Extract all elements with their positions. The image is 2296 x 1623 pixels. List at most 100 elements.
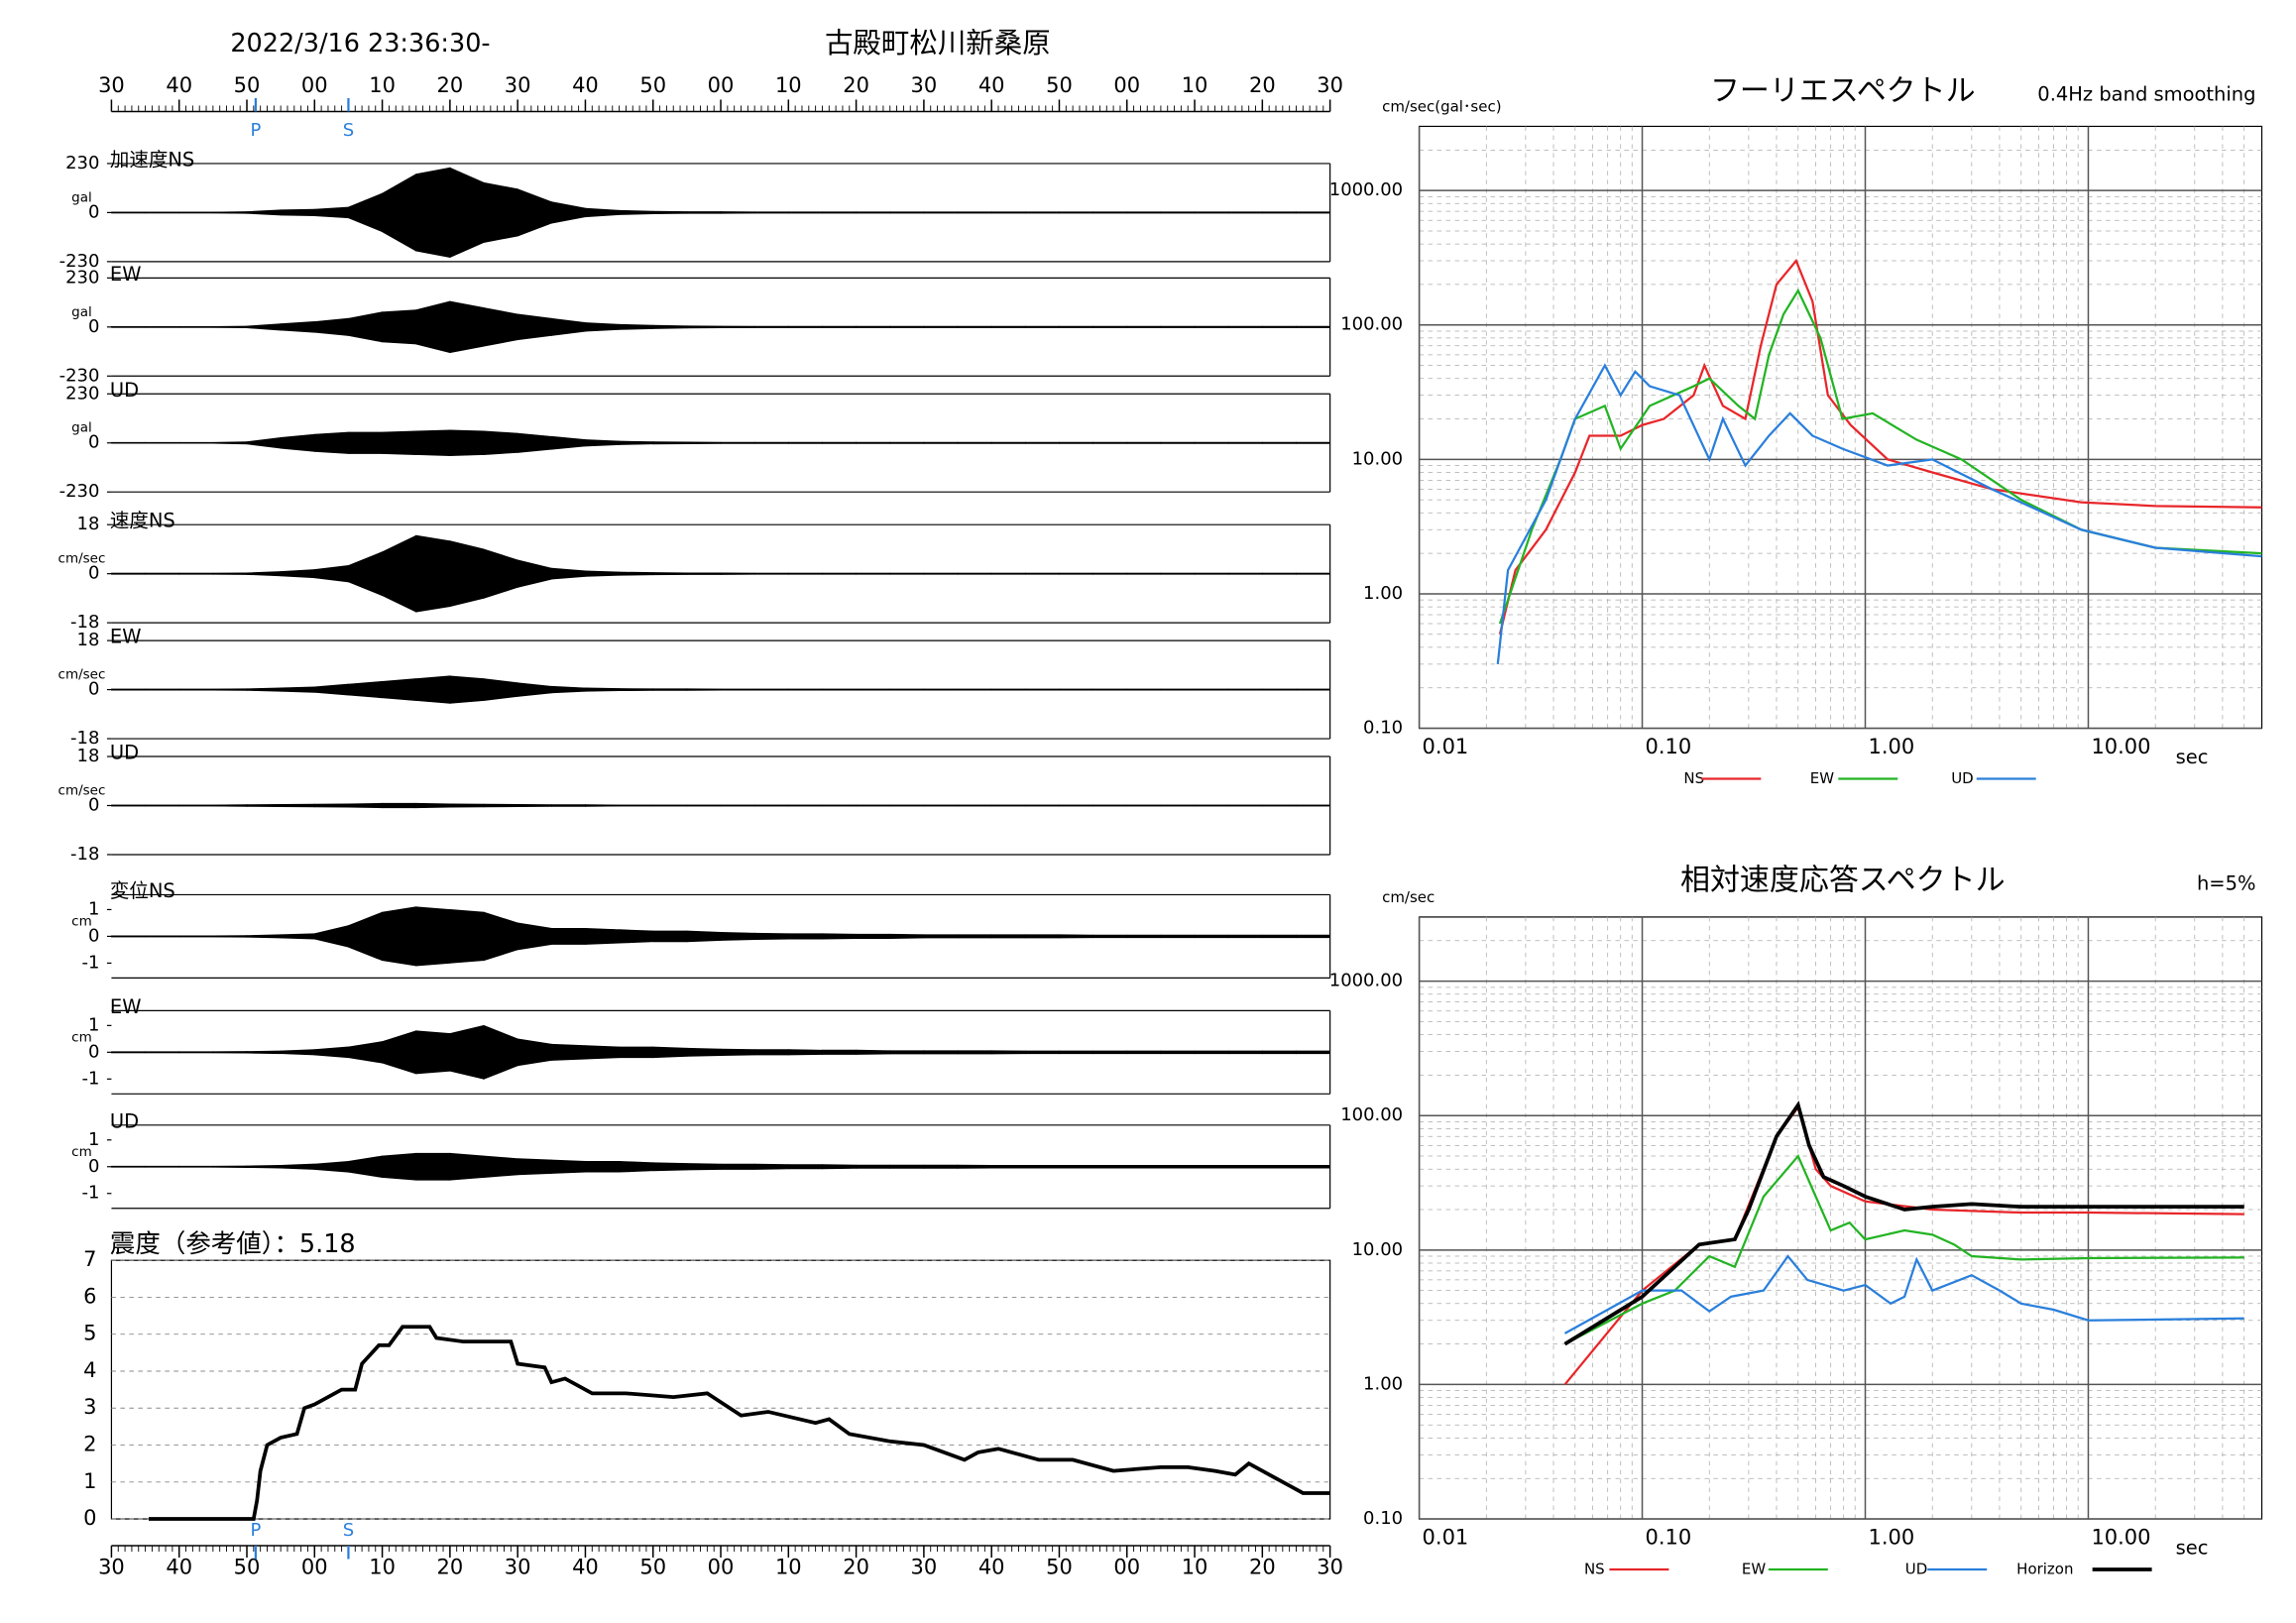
waveform-envelope — [1024, 688, 1060, 691]
x-tick-label: 10 — [1182, 73, 1208, 97]
waveform-envelope — [957, 441, 992, 444]
waveform-envelope — [1126, 934, 1162, 939]
x-tick-label: 20 — [437, 73, 464, 97]
waveform-envelope — [787, 211, 823, 214]
waveform-envelope — [483, 548, 518, 599]
y-tick-label: 0.10 — [1363, 1508, 1403, 1529]
plot-frame — [1418, 125, 2263, 730]
waveform-envelope — [517, 804, 552, 807]
y-tick-label: -230 — [59, 481, 100, 502]
waveform-envelope — [990, 934, 1026, 939]
waveform-envelope — [720, 211, 755, 214]
waveform-envelope — [787, 572, 823, 575]
legend-label: UD — [1905, 1561, 1928, 1578]
waveform-envelope — [585, 804, 620, 807]
trace-label: UD — [110, 379, 139, 402]
waveform-envelope — [246, 1050, 282, 1055]
waveform-envelope — [787, 804, 823, 807]
waveform-envelope — [382, 1030, 417, 1075]
waveform-envelope — [889, 1164, 925, 1169]
waveform-envelope — [990, 1050, 1026, 1055]
x-tick-label: 20 — [843, 73, 869, 97]
x-tick-label: 10.00 — [2091, 735, 2150, 758]
waveform-envelope — [686, 1163, 722, 1171]
y-tick-label: -230 — [59, 251, 100, 272]
x-tick-label: 0.10 — [1646, 735, 1692, 758]
waveform-envelope — [1024, 804, 1060, 807]
x-tick-label: 00 — [708, 73, 735, 97]
waveform-envelope — [111, 1051, 146, 1054]
waveform-envelope — [1261, 804, 1297, 807]
intensity-line — [148, 1325, 1330, 1521]
waveform-envelope — [415, 1030, 451, 1075]
waveform-envelope — [822, 325, 857, 328]
datetime: 2022/3/16 23:36:30- — [230, 29, 490, 58]
waveform-envelope — [449, 803, 485, 808]
x-tick-label: 50 — [639, 73, 666, 97]
legend-label: UD — [1951, 769, 1974, 787]
waveform-envelope — [619, 929, 654, 944]
legend-label: EW — [1742, 1561, 1766, 1578]
waveform-envelope — [585, 439, 620, 447]
waveform-envelope — [313, 431, 349, 454]
waveform-envelope — [585, 322, 620, 332]
waveform-envelope — [1296, 572, 1331, 575]
y-tick-label: 18 — [77, 630, 100, 650]
x-tick-label: 20 — [843, 1556, 869, 1579]
waveform-envelope — [1092, 1165, 1128, 1169]
waveform-envelope — [348, 802, 383, 809]
waveform-envelope — [145, 572, 180, 575]
y-tick-label: -1 — [82, 952, 100, 973]
waveform-envelope — [550, 201, 586, 224]
waveform-envelope — [415, 1152, 451, 1181]
waveform-envelope — [753, 211, 789, 214]
y-tick-label: 1 — [88, 1014, 99, 1035]
waveform-envelope — [449, 1152, 485, 1181]
waveform-envelope — [449, 167, 485, 259]
waveform-envelope — [1227, 934, 1263, 939]
waveform-envelope — [720, 1048, 755, 1056]
x-tick-label: 30 — [1317, 73, 1343, 97]
x-tick-label: 40 — [166, 73, 192, 97]
waveform-envelope — [1296, 211, 1331, 214]
trace-label: EW — [110, 626, 142, 648]
x-tick-label: 30 — [505, 73, 531, 97]
waveform-envelope — [1024, 325, 1060, 328]
waveform-envelope — [889, 441, 925, 444]
waveform-envelope — [686, 804, 722, 807]
waveform-envelope — [619, 323, 654, 330]
waveform-envelope — [856, 1164, 891, 1169]
waveform-envelope — [212, 325, 248, 329]
y-tick-label: 1 — [83, 1469, 96, 1493]
waveform-envelope — [652, 804, 688, 807]
waveform-envelope — [856, 325, 891, 328]
series-line — [1496, 363, 2262, 664]
waveform-envelope — [449, 909, 485, 964]
waveform-envelope — [382, 430, 417, 455]
waveform-envelope — [1261, 1050, 1297, 1055]
y-tick-label: 0 — [88, 563, 99, 584]
waveform-envelope — [145, 211, 180, 214]
waveform-envelope — [1296, 688, 1331, 691]
waveform-envelope — [585, 687, 620, 692]
y-tick-label: 4 — [83, 1358, 96, 1382]
legend-label: NS — [1584, 1561, 1605, 1578]
waveform-envelope — [348, 1041, 383, 1064]
waveform-envelope — [889, 933, 925, 939]
waveform-envelope — [1261, 1165, 1297, 1169]
waveform-envelope — [313, 803, 349, 808]
waveform-envelope — [619, 571, 654, 576]
waveform-envelope — [212, 211, 248, 214]
waveform-envelope — [1160, 325, 1196, 328]
waveform-envelope — [787, 1164, 823, 1170]
x-tick-label: 40 — [572, 1556, 599, 1579]
waveform-envelope — [720, 931, 755, 941]
x-tick-label: 30 — [98, 1556, 125, 1579]
waveform-envelope — [1092, 441, 1128, 444]
waveform-envelope — [415, 802, 451, 809]
waveform-envelope — [145, 441, 180, 444]
waveform-envelope — [923, 1164, 959, 1169]
plot-frame — [1418, 916, 2263, 1520]
trace-unit: cm — [71, 1144, 92, 1160]
